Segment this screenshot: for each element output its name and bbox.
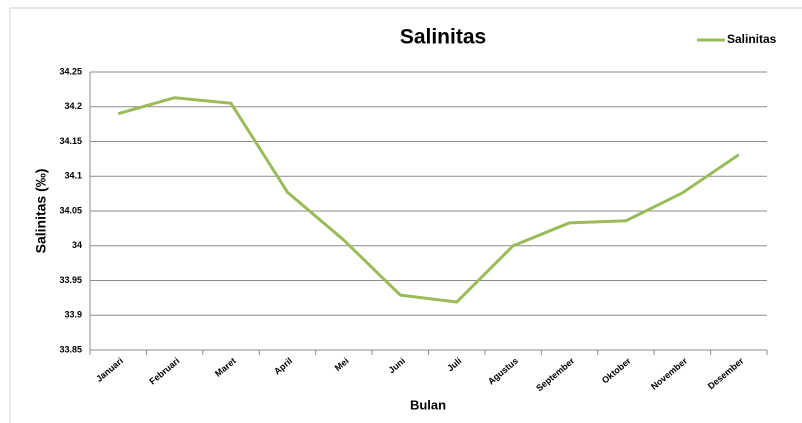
x-tick-label: September [534,355,576,393]
y-tick-label: 33.85 [59,344,82,354]
x-tick-label: November [649,355,690,391]
x-tick-label: Maret [213,356,238,379]
y-tick-label: 34.2 [64,101,82,111]
series-line [117,96,740,304]
y-tick-label: 34.15 [59,136,82,146]
x-tick-label: Februari [147,356,181,387]
legend-label: Salinitas [727,32,777,46]
y-tick-label: 33.9 [64,310,82,320]
x-tick-label: Januari [94,356,125,384]
x-tick-label: April [272,356,294,377]
x-tick-label: Juli [445,356,463,374]
x-axis-label: Bulan [410,397,446,412]
y-tick-label: 34 [72,240,82,250]
x-tick-label: Juni [386,356,407,376]
y-tick-label: 33.95 [59,275,82,285]
x-tick-label: Mei [333,356,351,373]
y-tick-label: 34.1 [64,171,82,181]
x-tick-label: Agustus [486,356,520,387]
x-tick-label: Oktober [600,355,633,385]
y-axis-label: Salinitas (‰) [33,169,49,254]
x-tick-label: Desember [706,355,746,391]
chart-title: Salinitas [400,26,486,49]
y-tick-label: 34.05 [59,205,82,215]
y-tick-label: 34.25 [59,66,82,76]
